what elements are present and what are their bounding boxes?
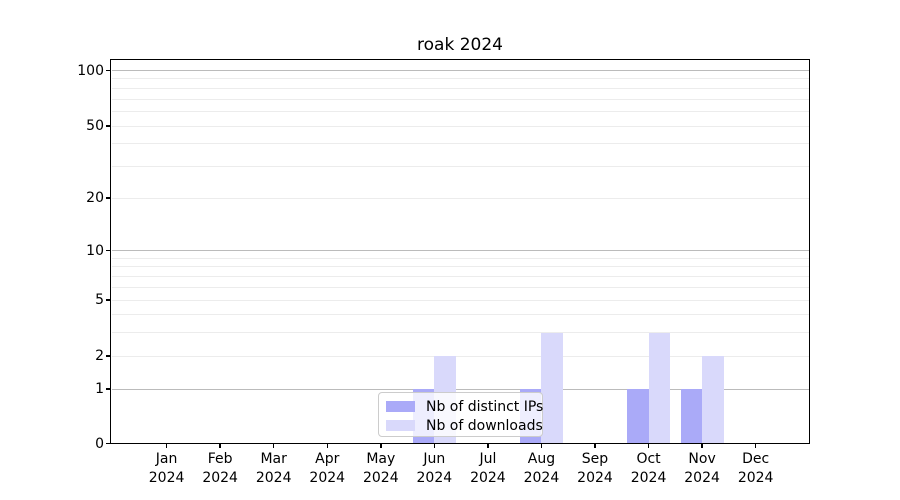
x-tick-label-mar: Mar 2024 xyxy=(255,451,292,486)
gridline-y-60 xyxy=(112,110,809,112)
x-axis-tick-feb xyxy=(219,443,221,448)
y-axis-tick-20 xyxy=(105,197,110,199)
y-tick-label-50: 50 xyxy=(86,118,104,134)
x-tick-label-feb: Feb 2024 xyxy=(202,451,238,486)
legend: Nb of distinct IPs Nb of downloads xyxy=(378,392,543,437)
y-axis-tick-0 xyxy=(105,442,110,445)
y-tick-label-10: 10 xyxy=(86,242,104,259)
legend-label-distinct-ips: Nb of distinct IPs xyxy=(426,398,544,415)
y-axis-tick-10 xyxy=(105,249,110,252)
gridline-y-20 xyxy=(112,197,809,199)
x-axis-tick-nov xyxy=(701,443,703,448)
x-axis-tick-dec xyxy=(754,443,757,448)
x-axis-tick-jul xyxy=(487,443,489,448)
gridline-y-30 xyxy=(112,165,809,167)
gridline-y-10 xyxy=(112,250,809,251)
legend-swatch-distinct-ips-icon xyxy=(386,401,415,412)
y-axis-tick-50 xyxy=(105,125,110,127)
y-tick-label-100: 100 xyxy=(77,62,104,79)
x-tick-label-jan: Jan 2024 xyxy=(148,451,185,486)
x-tick-label-nov: Nov 2024 xyxy=(684,451,720,486)
gridline-y-1 xyxy=(112,388,809,390)
gridline-y-7 xyxy=(112,276,809,277)
bar-oct-distinct-ips xyxy=(627,389,649,444)
x-tick-label-sep: Sep 2024 xyxy=(577,451,613,486)
gridline-y-4 xyxy=(112,314,809,316)
y-tick-label-20: 20 xyxy=(86,190,104,206)
gridline-y-50 xyxy=(112,125,809,127)
y-axis-tick-2 xyxy=(105,355,110,357)
x-axis-tick-may xyxy=(380,443,382,448)
legend-swatch-downloads-icon xyxy=(386,420,415,431)
gridline-y-90 xyxy=(112,78,809,80)
x-tick-label-may: May 2024 xyxy=(362,451,399,486)
x-tick-label-apr: Apr 2024 xyxy=(309,451,346,486)
gridline-y-80 xyxy=(112,87,809,89)
legend-item-downloads: Nb of downloads xyxy=(386,417,543,434)
x-tick-label-dec: Dec 2024 xyxy=(737,451,774,486)
chart-title: roak 2024 xyxy=(417,35,503,55)
x-axis-tick-jun xyxy=(433,443,436,448)
y-axis-tick-1 xyxy=(105,388,110,390)
x-axis-tick-aug xyxy=(540,443,543,448)
x-axis-tick-sep xyxy=(594,443,596,448)
gridline-y-8 xyxy=(112,266,809,268)
bar-nov-downloads xyxy=(702,356,724,444)
legend-item-distinct-ips: Nb of distinct IPs xyxy=(386,398,543,415)
bar-oct-downloads xyxy=(648,332,671,444)
y-axis-tick-5 xyxy=(105,299,110,301)
bar-aug-downloads xyxy=(541,332,563,444)
gridline-y-3 xyxy=(112,332,809,334)
y-tick-label-1: 1 xyxy=(95,381,104,397)
x-tick-label-aug: Aug 2024 xyxy=(523,451,560,486)
gridline-y-40 xyxy=(112,143,809,145)
gridline-y-9 xyxy=(112,257,809,259)
x-axis-tick-jan xyxy=(165,443,168,448)
gridline-y-100 xyxy=(112,70,809,71)
legend-label-downloads: Nb of downloads xyxy=(426,417,543,434)
x-axis-tick-oct xyxy=(647,443,650,448)
gridline-y-6 xyxy=(112,286,809,288)
gridline-y-2 xyxy=(112,355,809,357)
gridline-y-5 xyxy=(112,299,809,301)
x-axis-tick-apr xyxy=(326,443,328,448)
x-axis-tick-mar xyxy=(272,443,275,448)
y-tick-label-5: 5 xyxy=(95,292,104,308)
y-axis-tick-100 xyxy=(105,69,110,72)
y-tick-label-2: 2 xyxy=(95,348,104,364)
x-tick-label-jul: Jul 2024 xyxy=(470,451,506,486)
x-tick-label-jun: Jun 2024 xyxy=(416,451,453,486)
x-tick-label-oct: Oct 2024 xyxy=(630,451,667,486)
gridline-y-70 xyxy=(112,98,809,100)
bar-nov-distinct-ips xyxy=(680,389,703,444)
y-tick-label-0: 0 xyxy=(95,435,104,452)
